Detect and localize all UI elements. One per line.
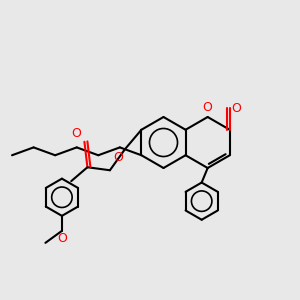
Text: O: O	[113, 151, 123, 164]
Text: O: O	[231, 102, 241, 115]
Text: O: O	[57, 232, 67, 245]
Text: O: O	[203, 101, 213, 114]
Text: O: O	[71, 127, 81, 140]
